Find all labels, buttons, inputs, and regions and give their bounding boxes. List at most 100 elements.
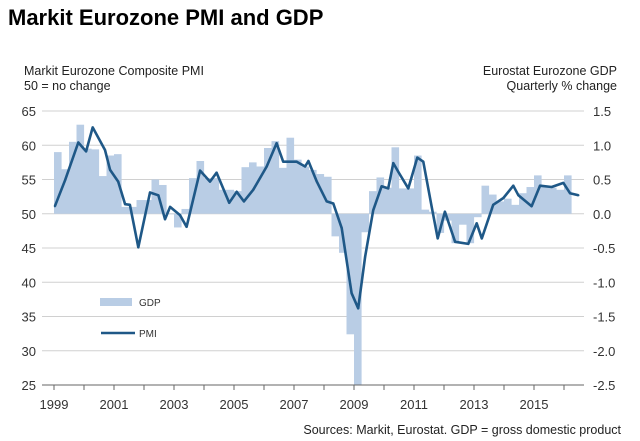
legend-gdp-label: GDP	[139, 298, 161, 309]
gdp-bar	[151, 179, 160, 214]
pmi-point	[77, 141, 80, 144]
pmi-point	[568, 192, 572, 195]
gdp-bar	[204, 178, 212, 214]
gdp-bar	[526, 187, 535, 214]
pmi-point	[295, 160, 298, 163]
gdp-bar	[121, 206, 130, 214]
pmi-point	[178, 214, 182, 217]
left-axis-label-1: Markit Eurozone Composite PMI	[24, 64, 204, 78]
gdp-bar	[556, 189, 565, 214]
x-tick-label: 2005	[220, 397, 249, 412]
pmi-point	[416, 156, 419, 159]
gdp-bar	[264, 147, 272, 214]
pmi-point	[357, 307, 360, 310]
gdp-bar	[234, 191, 242, 214]
legend-gdp-swatch	[100, 298, 132, 306]
gdp-bar	[466, 213, 475, 244]
gdp-bar	[534, 175, 542, 214]
gdp-bar	[61, 169, 70, 214]
pmi-point	[562, 181, 565, 185]
gdp-bar	[84, 148, 92, 214]
right-tick-label: -2.0	[593, 344, 615, 359]
left-axis-label-2: 50 = no change	[24, 79, 111, 93]
right-axis-label-1: Eurostat Eurozone GDP	[483, 64, 617, 78]
gdp-bar	[376, 177, 385, 214]
gdp-bar	[519, 193, 527, 214]
pmi-point	[137, 246, 140, 249]
gdp-bar	[166, 213, 175, 215]
x-tick-label: 2015	[520, 397, 549, 412]
pmi-point	[128, 203, 131, 206]
pmi-point	[492, 203, 495, 206]
pmi-point	[315, 180, 318, 183]
pmi-point	[252, 188, 255, 191]
x-tick-label: 2007	[280, 397, 309, 412]
pmi-point	[103, 148, 107, 152]
pmi-point	[163, 218, 167, 221]
pmi-point	[550, 185, 553, 189]
pmi-point	[275, 142, 278, 145]
gdp-bar	[129, 206, 137, 214]
pmi-point	[577, 194, 580, 197]
gdp-bar	[271, 141, 280, 214]
gdp-bar	[549, 187, 557, 214]
gdp-bar	[331, 213, 340, 237]
gdp-bar	[294, 159, 302, 214]
gdp-bar	[91, 149, 100, 214]
x-tick-label: 1999	[40, 397, 69, 412]
left-tick-label: 65	[22, 104, 36, 119]
pmi-line	[53, 126, 579, 310]
pmi-point	[436, 237, 439, 240]
right-tick-label: 0.5	[593, 173, 611, 188]
left-tick-label: 30	[22, 344, 36, 359]
axes: 65 60 55 50 45 40 35 30 25 1.5 1.0 0.5 0.0 -0.5 -1.0 -1…	[22, 104, 616, 412]
right-tick-label: 1.5	[593, 104, 611, 119]
pmi-point	[502, 196, 505, 200]
pmi-point	[332, 202, 335, 205]
gdp-bar	[354, 213, 362, 385]
x-tick-label: 2011	[400, 397, 428, 412]
pmi-point	[85, 150, 88, 153]
gdp-bar	[511, 204, 520, 214]
pmi-point	[392, 161, 395, 165]
pmi-point	[380, 185, 383, 188]
gdp-bar	[346, 213, 355, 335]
x-tick-label: 2003	[160, 397, 189, 412]
pmi-point	[148, 191, 152, 194]
gdp-bar	[361, 213, 370, 233]
x-tick-label: 2013	[460, 397, 489, 412]
gdp-bar	[451, 213, 460, 244]
pmi-point	[480, 237, 483, 240]
pmi-point	[117, 180, 120, 183]
right-tick-label: 0.0	[593, 207, 611, 222]
left-tick-label: 50	[22, 207, 36, 222]
left-tick-label: 45	[22, 241, 36, 256]
right-axis-label-2: Quarterly % change	[507, 79, 618, 93]
gdp-bar	[241, 167, 250, 214]
gdp-bar	[174, 213, 182, 228]
pmi-point	[475, 222, 478, 225]
right-tick-label: -0.5	[593, 241, 615, 256]
gdp-bar	[421, 209, 430, 214]
pmi-point	[157, 194, 160, 197]
pmi-point	[53, 205, 57, 208]
x-tick-label: 2001	[100, 397, 129, 412]
pmi-line-group	[53, 126, 580, 310]
pmi-point	[538, 184, 542, 187]
pmi-point	[364, 255, 367, 259]
pmi-point	[340, 227, 343, 230]
pmi-point	[512, 184, 515, 187]
pmi-point	[215, 171, 218, 174]
gdp-bar	[99, 176, 107, 214]
pmi-point	[228, 201, 231, 204]
pmi-point	[325, 200, 328, 203]
gdp-bar	[414, 155, 422, 214]
gdp-bar	[399, 188, 407, 214]
gdp-bar	[69, 141, 77, 214]
gdp-bar	[286, 137, 295, 214]
gdp-bar	[196, 161, 205, 214]
pmi-point	[350, 292, 353, 295]
gdp-bar	[159, 184, 167, 214]
pmi-point	[282, 160, 285, 163]
